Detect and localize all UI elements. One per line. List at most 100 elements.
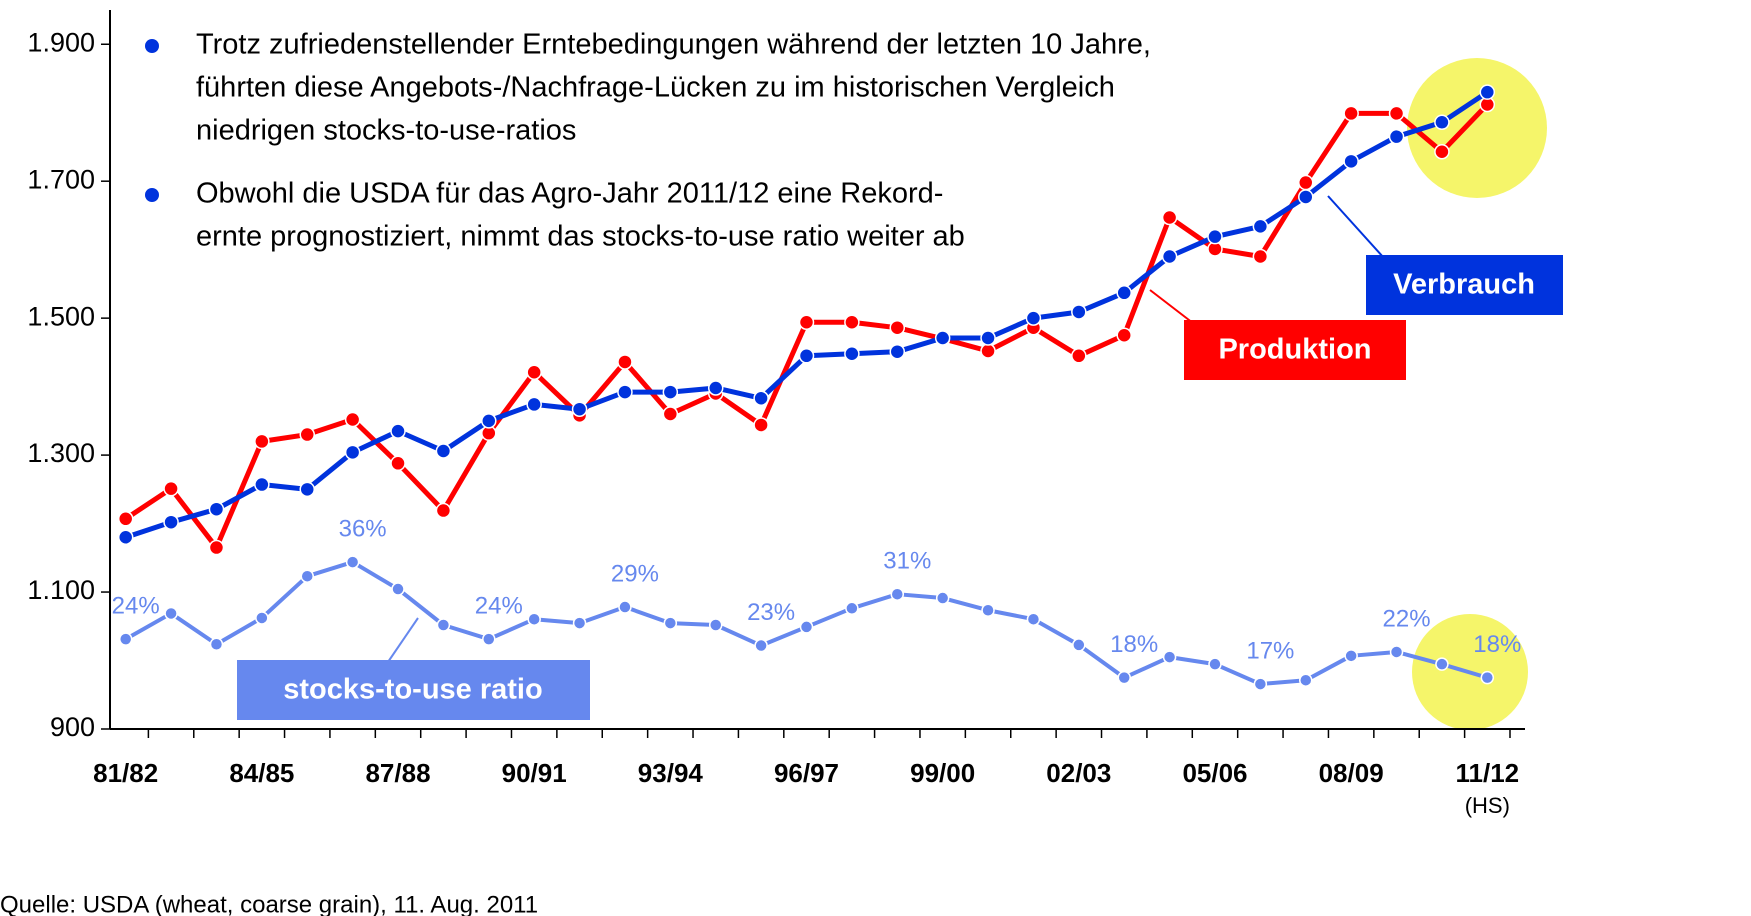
- data-point: [617, 354, 633, 370]
- data-point: [344, 444, 361, 461]
- label-box: [1184, 320, 1406, 380]
- data-point: [117, 529, 134, 546]
- data-point: [436, 618, 451, 632]
- data-point: [1343, 105, 1359, 122]
- x-tick-label: 02/03: [1046, 758, 1111, 788]
- data-point: [1434, 143, 1450, 160]
- data-point: [164, 606, 178, 621]
- data-label: 18%: [1473, 631, 1521, 658]
- note-text: Trotz zufriedenstellender Erntebedingung…: [196, 29, 1151, 61]
- data-point: [662, 384, 679, 400]
- data-point: [571, 401, 588, 417]
- data-point: [1162, 650, 1177, 664]
- x-tick-label: 93/94: [638, 758, 704, 788]
- data-point: [1161, 209, 1178, 226]
- data-point: [1072, 638, 1086, 652]
- data-point: [1116, 285, 1132, 301]
- note-text: Obwohl die USDA für das Agro-Jahr 2011/1…: [196, 178, 943, 210]
- data-point: [1298, 189, 1314, 205]
- data-point: [1025, 310, 1042, 326]
- data-point: [844, 346, 860, 362]
- y-tick-label: 1.500: [27, 301, 95, 331]
- data-point: [299, 481, 315, 498]
- data-point: [390, 455, 406, 472]
- data-point: [209, 637, 224, 652]
- note-text: niedrigen stocks-to-use-ratios: [196, 115, 576, 147]
- label-box: [1366, 255, 1563, 315]
- y-tick-label: 1.900: [27, 27, 95, 57]
- data-point: [1434, 114, 1450, 131]
- data-point: [1344, 649, 1358, 663]
- note-text: führten diese Angebots-/Nachfrage-Lücken…: [196, 72, 1115, 104]
- data-point: [300, 569, 314, 583]
- data-point: [391, 582, 405, 596]
- data-point: [208, 539, 225, 556]
- x-tick-label: 11/12: [1455, 758, 1519, 788]
- data-point: [1117, 670, 1131, 685]
- data-point: [1026, 612, 1041, 626]
- data-point: [1480, 670, 1495, 685]
- bullet: [145, 188, 159, 202]
- data-point: [255, 611, 269, 625]
- data-point: [481, 413, 497, 429]
- highlight: [1407, 58, 1547, 198]
- source: Quelle: USDA (wheat, coarse grain), 11. …: [0, 891, 538, 916]
- note-text: ernte prognostiziert, nimmt das stocks-t…: [196, 221, 965, 253]
- data-label: 31%: [883, 548, 931, 575]
- x-tick-label: 90/91: [502, 758, 567, 788]
- data-point: [707, 380, 724, 396]
- data-point: [798, 348, 815, 364]
- data-point: [935, 591, 950, 605]
- data-point: [163, 480, 179, 497]
- data-point: [572, 616, 587, 630]
- data-point: [980, 343, 996, 359]
- x-tick-label: 05/06: [1182, 758, 1247, 788]
- data-point: [981, 603, 995, 617]
- data-point: [390, 423, 406, 439]
- data-label: 24%: [475, 592, 523, 619]
- data-point: [1299, 673, 1313, 687]
- y-tick-label: 1.100: [27, 575, 95, 605]
- data-point: [980, 330, 996, 346]
- data-label: 17%: [1246, 637, 1294, 664]
- data-point: [1388, 105, 1405, 122]
- x-annotation: (HS): [1465, 793, 1510, 818]
- data-point: [1252, 248, 1269, 265]
- series-label: Produktion: [1218, 334, 1371, 366]
- bullet: [145, 39, 159, 53]
- x-tick-label: 87/88: [365, 758, 430, 788]
- x-tick-label: 99/00: [910, 758, 975, 788]
- data-point: [1252, 218, 1269, 235]
- data-point: [618, 600, 632, 614]
- data-point: [345, 555, 360, 569]
- data-point: [889, 343, 906, 360]
- y-tick-label: 900: [50, 712, 95, 742]
- data-label: 18%: [1110, 631, 1158, 658]
- data-point: [1253, 677, 1268, 691]
- data-point: [435, 502, 452, 519]
- data-point: [798, 314, 815, 331]
- data-point: [1207, 228, 1223, 245]
- data-point: [1208, 657, 1222, 671]
- data-point: [163, 514, 179, 530]
- data-point: [1479, 84, 1496, 100]
- callout-line: [387, 617, 419, 663]
- data-point: [527, 612, 541, 626]
- data-label: 36%: [339, 515, 387, 542]
- x-tick-label: 96/97: [774, 758, 839, 788]
- data-point: [254, 433, 270, 450]
- data-point: [254, 476, 270, 493]
- x-tick-label: 81/82: [93, 758, 158, 788]
- x-tick-label: 84/85: [229, 758, 294, 788]
- data-point: [208, 501, 225, 517]
- data-point: [1343, 153, 1359, 170]
- label-box: [237, 660, 590, 720]
- data-label: 29%: [611, 560, 659, 587]
- data-point: [482, 632, 496, 646]
- data-point: [117, 511, 134, 527]
- data-point: [435, 443, 452, 459]
- data-point: [1071, 348, 1087, 364]
- data-point: [526, 396, 542, 413]
- data-point: [1071, 304, 1087, 320]
